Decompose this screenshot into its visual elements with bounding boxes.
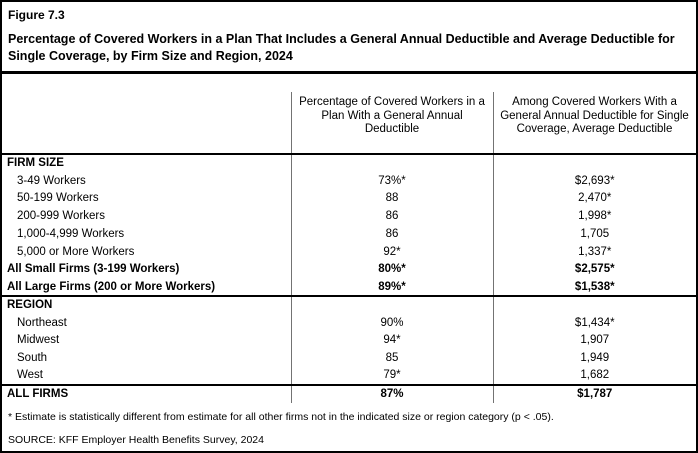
row-header-spacer xyxy=(2,74,291,155)
avg-cell xyxy=(492,154,696,172)
row-all-firms: ALL FIRMS 87% $1,787 xyxy=(2,383,696,403)
avg-cell: $1,434* xyxy=(492,313,696,332)
deductible-table: Percentage of Covered Workers in a Plan … xyxy=(2,74,696,403)
avg-cell: 1,705 xyxy=(492,225,696,243)
pct-cell: 73%* xyxy=(290,171,493,190)
row-label: All Small Firms (3-199 Workers) xyxy=(7,263,180,276)
pct-cell: 88 xyxy=(290,189,493,208)
avg-cell xyxy=(492,295,696,314)
pct-cell: 86 xyxy=(290,225,493,243)
row-all-small-firms: All Small Firms (3-199 Workers) 80%* $2,… xyxy=(2,260,696,279)
pct-cell: 87% xyxy=(290,383,493,403)
row-50-199-workers: 50-199 Workers 88 2,470* xyxy=(2,189,696,208)
pct-cell: 79* xyxy=(290,367,493,385)
row-1000-4999-workers: 1,000-4,999 Workers 86 1,705 xyxy=(2,225,696,243)
row-label: South xyxy=(17,352,48,365)
footnotes: * Estimate is statistically different fr… xyxy=(2,403,696,446)
avg-cell: $1,538* xyxy=(492,278,696,296)
pct-cell: 94* xyxy=(290,331,493,350)
row-label: REGION xyxy=(2,295,291,314)
header-row: Percentage of Covered Workers in a Plan … xyxy=(2,74,696,155)
row-label: 5,000 or More Workers xyxy=(17,245,135,258)
row-label: ALL FIRMS xyxy=(2,383,291,403)
pct-cell: 89%* xyxy=(290,278,493,296)
row-midwest: Midwest 94* 1,907 xyxy=(2,331,696,350)
row-all-large-firms: All Large Firms (200 or More Workers) 89… xyxy=(2,278,696,296)
footnote-source: SOURCE: KFF Employer Health Benefits Sur… xyxy=(8,433,264,446)
row-label: FIRM SIZE xyxy=(7,157,64,170)
avg-cell: 1,949 xyxy=(492,349,696,367)
avg-cell: 1,907 xyxy=(492,331,696,350)
row-label: 50-199 Workers xyxy=(17,192,99,205)
avg-cell: 2,470* xyxy=(492,189,696,208)
pct-cell: 86 xyxy=(290,207,493,225)
pct-cell: 85 xyxy=(290,349,493,367)
pct-cell: 80%* xyxy=(290,260,493,279)
row-label: 1,000-4,999 Workers xyxy=(17,227,125,240)
row-label: 3-49 Workers xyxy=(17,174,86,187)
table-body: FIRM SIZE 3-49 Workers 73%* $2,693* 50-1… xyxy=(2,154,696,403)
row-firm-size-section: FIRM SIZE xyxy=(2,154,696,172)
row-region-section: REGION xyxy=(2,295,696,314)
row-west: West 79* 1,682 xyxy=(2,367,696,385)
table-header: Percentage of Covered Workers in a Plan … xyxy=(2,74,696,155)
row-200-999-workers: 200-999 Workers 86 1,998* xyxy=(2,207,696,225)
row-label: West xyxy=(17,369,43,382)
row-label: 200-999 Workers xyxy=(17,210,105,223)
avg-cell: 1,682 xyxy=(492,367,696,385)
footnote-asterisk: * Estimate is statistically different fr… xyxy=(8,410,554,423)
row-3-49-workers: 3-49 Workers 73%* $2,693* xyxy=(2,171,696,190)
avg-cell: $2,575* xyxy=(492,260,696,279)
title-block: Figure 7.3 Percentage of Covered Workers… xyxy=(2,2,696,74)
row-5000-or-more-workers: 5,000 or More Workers 92* 1,337* xyxy=(2,242,696,261)
row-label: Midwest xyxy=(17,334,60,347)
col-header-avg: Among Covered Workers With a General Ann… xyxy=(493,74,696,155)
figure-title: Percentage of Covered Workers in a Plan … xyxy=(8,32,675,63)
pct-cell xyxy=(290,154,493,172)
row-northeast: Northeast 90% $1,434* xyxy=(2,313,696,332)
row-label: All Large Firms (200 or More Workers) xyxy=(7,280,216,293)
pct-cell: 90% xyxy=(290,313,493,332)
avg-cell: 1,998* xyxy=(492,207,696,225)
pct-cell xyxy=(290,295,493,314)
row-label: Northeast xyxy=(17,316,67,329)
col-header-pct: Percentage of Covered Workers in a Plan … xyxy=(291,74,493,155)
figure-number: Figure 7.3 xyxy=(8,8,65,22)
pct-cell: 92* xyxy=(290,242,493,261)
avg-cell: $1,787 xyxy=(492,383,696,403)
avg-cell: 1,337* xyxy=(492,242,696,261)
avg-cell: $2,693* xyxy=(492,171,696,190)
row-south: South 85 1,949 xyxy=(2,349,696,367)
